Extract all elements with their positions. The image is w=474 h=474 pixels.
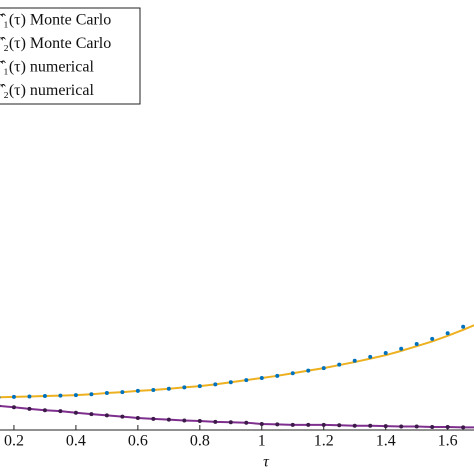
data-point <box>197 384 202 389</box>
data-point <box>58 393 63 398</box>
data-point <box>104 391 109 396</box>
data-point <box>306 422 311 427</box>
x-tick-label: 1 <box>258 433 266 450</box>
data-point <box>120 390 125 395</box>
data-point <box>151 388 156 393</box>
x-tick-label: 0.6 <box>128 433 148 450</box>
line-series <box>0 405 474 429</box>
data-point <box>461 324 466 329</box>
data-point <box>166 386 171 391</box>
data-point <box>27 406 32 411</box>
legend-box <box>0 7 141 105</box>
data-point <box>244 378 249 383</box>
data-point <box>337 423 342 428</box>
data-point <box>42 408 47 413</box>
data-point <box>89 392 94 397</box>
data-point <box>290 422 295 427</box>
data-point <box>42 394 47 399</box>
x-tick-label: 0.2 <box>4 433 24 450</box>
data-point <box>11 394 16 399</box>
data-point <box>166 417 171 422</box>
data-point <box>321 366 326 371</box>
data-point <box>228 420 233 425</box>
data-point <box>461 425 466 430</box>
data-point <box>182 385 187 390</box>
x-tick-label: 1.2 <box>314 433 334 450</box>
data-point <box>58 409 63 414</box>
data-point <box>73 393 78 398</box>
data-point <box>259 421 264 426</box>
data-point <box>430 424 435 429</box>
data-point <box>120 414 125 419</box>
x-tick-label: 0.4 <box>66 433 86 450</box>
data-point <box>244 420 249 425</box>
x-tick-label: 1.6 <box>438 433 458 450</box>
data-point <box>414 342 419 346</box>
data-point <box>135 415 140 420</box>
data-point <box>259 375 264 380</box>
data-point <box>228 380 233 385</box>
data-point <box>352 423 357 428</box>
data-point <box>275 422 280 427</box>
line-series <box>0 324 474 399</box>
data-point <box>213 419 218 424</box>
data-point <box>445 331 450 336</box>
data-point <box>414 424 419 429</box>
data-point <box>151 416 156 421</box>
data-point <box>135 388 140 393</box>
x-tick-label: 1.4 <box>376 433 396 450</box>
data-point <box>182 418 187 423</box>
data-point <box>337 362 342 367</box>
data-point <box>27 394 32 399</box>
data-point <box>11 405 16 410</box>
data-point <box>213 382 218 387</box>
data-point <box>275 373 280 378</box>
data-point <box>352 358 357 363</box>
data-point <box>430 336 435 341</box>
data-point <box>445 424 450 429</box>
data-point <box>368 354 373 359</box>
data-point <box>321 422 326 427</box>
data-point <box>368 423 373 428</box>
data-point <box>306 368 311 373</box>
data-point <box>399 346 404 351</box>
data-point <box>104 413 109 418</box>
data-point <box>399 424 404 429</box>
legend-label: Γ̂₁(τ) numerical <box>0 59 94 76</box>
legend-label: Γ̂₂(τ) numerical <box>0 82 94 99</box>
data-point <box>383 351 388 356</box>
x-axis-label: τ <box>263 454 270 471</box>
data-point <box>383 424 388 429</box>
x-tick-label: 0.8 <box>190 433 210 450</box>
data-point <box>89 412 94 417</box>
data-point <box>290 371 295 376</box>
legend-label: Γ̂₁(τ) Monte Carlo <box>0 12 111 29</box>
data-point <box>197 418 202 423</box>
legend-label: Γ̂₂(τ) Monte Carlo <box>0 35 111 52</box>
data-point <box>73 410 78 415</box>
